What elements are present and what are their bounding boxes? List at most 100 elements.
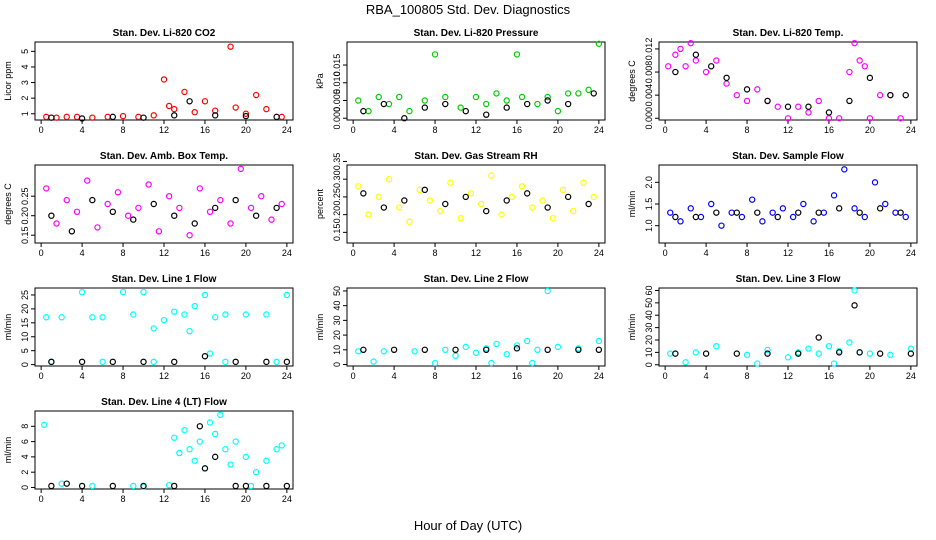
- point: [375, 93, 382, 101]
- point: [43, 185, 50, 192]
- y-tick-label: 0.20: [20, 207, 30, 225]
- y-tick-label: 0.15: [20, 226, 30, 244]
- point: [406, 218, 413, 225]
- point: [355, 348, 362, 355]
- y-tick-label: 0.008: [644, 61, 654, 84]
- point: [708, 200, 715, 208]
- point: [135, 113, 142, 121]
- point: [155, 228, 163, 235]
- point: [523, 337, 531, 345]
- point: [442, 346, 449, 354]
- y-axis-label: ml/min: [627, 191, 637, 218]
- point: [150, 200, 157, 208]
- y-tick-label: 4: [20, 64, 30, 69]
- point: [135, 204, 142, 212]
- point: [508, 193, 516, 201]
- y-tick-label: 1.0: [644, 219, 654, 232]
- point: [181, 311, 188, 318]
- point: [130, 482, 137, 490]
- point: [483, 111, 490, 118]
- point: [171, 308, 178, 315]
- point: [171, 358, 178, 366]
- point: [222, 311, 229, 318]
- point: [109, 482, 117, 490]
- point: [273, 204, 280, 212]
- x-tick-label: 4: [704, 125, 709, 135]
- point: [130, 216, 137, 223]
- point: [534, 346, 541, 354]
- point: [186, 231, 193, 239]
- point: [48, 114, 55, 121]
- x-tick-label: 0: [663, 125, 668, 135]
- panel-title: Stan. Dev. Amb. Box Temp.: [100, 151, 228, 162]
- x-tick-label: 20: [241, 248, 251, 258]
- point: [523, 100, 531, 108]
- point: [452, 352, 459, 359]
- point: [672, 213, 679, 221]
- plot-frame: [34, 164, 294, 244]
- x-tick-label: 24: [594, 125, 604, 135]
- point: [150, 325, 157, 332]
- point: [196, 438, 204, 445]
- point: [360, 346, 367, 354]
- point: [201, 291, 209, 299]
- point: [242, 110, 250, 117]
- point: [467, 190, 475, 197]
- point: [907, 350, 915, 357]
- point: [89, 314, 96, 321]
- point: [472, 93, 480, 101]
- point: [841, 166, 848, 173]
- x-tick-label: 12: [159, 125, 169, 135]
- y-tick-label: 60: [644, 285, 654, 295]
- point: [835, 205, 843, 212]
- x-tick-label: 12: [159, 371, 169, 381]
- point: [140, 358, 147, 366]
- point: [503, 104, 510, 111]
- point: [493, 90, 500, 97]
- plot-frame: [34, 287, 294, 367]
- point: [595, 337, 603, 345]
- point: [723, 74, 730, 82]
- point: [94, 224, 101, 231]
- point: [53, 114, 60, 121]
- point: [498, 211, 505, 218]
- point: [851, 39, 858, 47]
- point: [882, 200, 889, 208]
- point: [687, 205, 694, 212]
- point: [104, 113, 111, 121]
- x-tick-label: 8: [745, 248, 750, 258]
- point: [692, 349, 700, 356]
- point: [53, 220, 60, 227]
- x-tick-label: 0: [39, 248, 44, 258]
- point: [457, 214, 464, 222]
- y-tick-label: 0.004: [644, 84, 654, 107]
- point: [160, 316, 168, 324]
- point: [390, 346, 398, 354]
- point: [247, 204, 255, 212]
- point: [861, 63, 868, 70]
- point: [401, 197, 408, 204]
- point: [851, 205, 858, 212]
- point: [754, 86, 761, 93]
- point: [181, 426, 188, 434]
- x-tick-label: 20: [865, 125, 875, 135]
- point: [211, 204, 219, 212]
- point: [692, 51, 700, 58]
- point: [283, 291, 291, 299]
- point: [590, 90, 597, 97]
- point: [784, 115, 792, 122]
- y-tick-label: 20: [20, 304, 30, 314]
- point: [902, 213, 909, 221]
- point: [452, 346, 459, 354]
- point: [217, 411, 224, 419]
- x-tick-label: 20: [553, 125, 563, 135]
- point: [73, 113, 81, 121]
- y-tick-label: 40: [332, 301, 342, 311]
- x-tick-label: 8: [121, 371, 126, 381]
- point: [835, 115, 843, 122]
- point: [380, 100, 388, 108]
- point: [846, 68, 853, 76]
- y-tick-label: 1.5: [644, 198, 654, 211]
- point: [713, 57, 720, 64]
